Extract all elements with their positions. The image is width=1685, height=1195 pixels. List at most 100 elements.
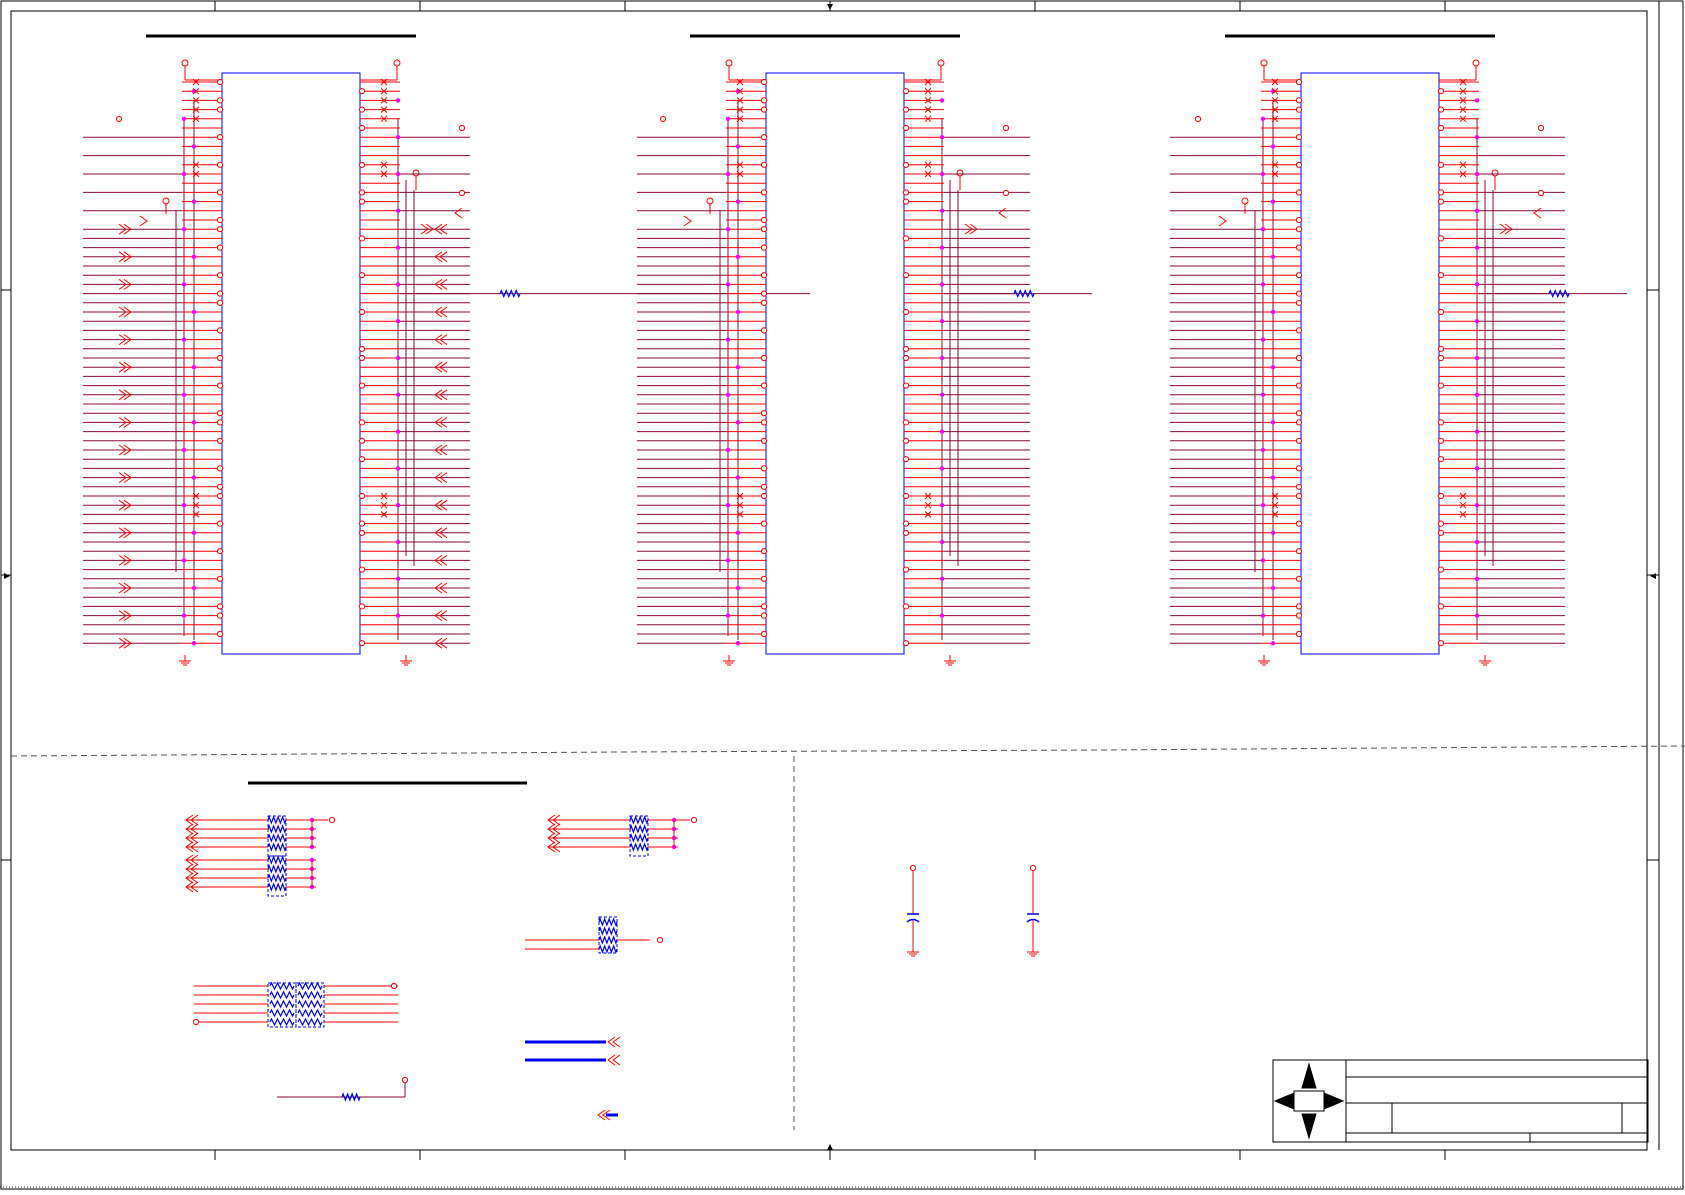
pin-bubble <box>1295 492 1303 500</box>
wire <box>1459 501 1467 509</box>
junction-dot <box>1260 447 1266 453</box>
arrow <box>185 854 194 866</box>
pin-bubble <box>760 272 768 279</box>
no-connect-icon <box>736 97 744 104</box>
pin-bubble <box>1295 106 1303 113</box>
arrow <box>190 872 199 884</box>
wire <box>736 511 744 518</box>
component-block-1[interactable] <box>83 59 810 666</box>
no-connect-icon <box>1459 161 1467 169</box>
offpage-connector-icon <box>547 832 561 844</box>
arrow <box>123 223 132 235</box>
resistor-network-d[interactable] <box>192 981 398 1028</box>
resistor-network-b[interactable] <box>185 854 316 897</box>
pin-bubble <box>902 354 910 362</box>
pin-bubble <box>902 437 910 444</box>
bottom-right-section <box>906 864 1040 957</box>
wire <box>736 106 744 113</box>
no-connect-icon <box>736 87 744 95</box>
offpage-connector-icon <box>1533 207 1542 219</box>
junction-dot <box>939 576 945 581</box>
pin-bubble <box>1537 124 1545 132</box>
junction-dot <box>939 355 945 361</box>
arrow <box>434 361 443 373</box>
resistor-icon <box>269 990 295 1000</box>
offpage-connector-icon <box>139 215 148 227</box>
pin-bubble <box>902 520 910 527</box>
offpage-connector-icon <box>185 814 199 826</box>
no-connect-icon <box>1459 511 1467 518</box>
no-connect-icon <box>1459 87 1467 95</box>
arrow <box>547 832 556 844</box>
pin-bubble <box>1295 327 1303 334</box>
misc-parts[interactable] <box>277 1036 621 1121</box>
offpage-connector-icon <box>185 872 199 884</box>
offpage-connector-icon <box>118 554 132 566</box>
pin-bubble <box>902 106 910 113</box>
pin-bubble <box>358 492 366 500</box>
pin-bubble <box>1295 603 1303 610</box>
wire <box>924 78 932 86</box>
junction-dot <box>191 641 197 646</box>
arrow <box>190 814 199 826</box>
arrow <box>118 582 127 594</box>
resistor-icon <box>267 842 287 852</box>
pin-bubble <box>1295 483 1303 490</box>
component-block-3[interactable] <box>1170 59 1627 666</box>
offpage-connector-icon <box>683 215 692 227</box>
pin-bubble <box>1295 520 1303 527</box>
pin-bubble <box>760 299 768 306</box>
pin-bubble <box>358 382 366 389</box>
arrow <box>547 814 556 826</box>
offpage-connector-icon <box>185 823 199 835</box>
no-connect-icon <box>924 161 932 169</box>
component-block-2[interactable] <box>637 59 1092 666</box>
resistor-network-c[interactable] <box>525 814 698 954</box>
pin-bubble <box>358 456 366 463</box>
resistor-icon <box>629 833 649 843</box>
arrow <box>439 361 448 373</box>
pin-bubble <box>358 437 366 444</box>
arrow <box>434 389 443 401</box>
arrow <box>434 499 443 511</box>
junction-dot <box>939 503 945 508</box>
arrow <box>552 814 561 826</box>
junction-dot <box>939 245 945 250</box>
junction-dot <box>725 558 731 563</box>
resistor-network-a[interactable] <box>185 814 336 857</box>
resistor-icon <box>629 842 649 852</box>
no-connect-icon <box>736 492 744 500</box>
wire <box>924 97 932 104</box>
pin-bubble <box>216 612 224 619</box>
junction-dot <box>1270 309 1276 315</box>
wire <box>924 170 932 178</box>
no-connect-icon <box>380 492 388 500</box>
arrow <box>118 554 127 566</box>
pin-bubble <box>760 244 768 251</box>
wire <box>380 170 388 178</box>
resistor-network-body <box>267 815 287 857</box>
pin-bubble <box>358 272 366 279</box>
junction-dot <box>735 530 741 535</box>
resistor-network-body <box>598 916 618 954</box>
wire <box>736 115 744 123</box>
wire <box>192 161 200 169</box>
resistor-icon <box>297 990 323 1000</box>
offpage-connector-icon <box>420 223 434 235</box>
pin-bubble <box>1437 640 1445 647</box>
pin-bubble <box>902 88 910 95</box>
wire <box>192 87 200 95</box>
arrow <box>139 215 148 227</box>
arrow <box>439 472 448 484</box>
pin-bubble <box>1295 78 1303 86</box>
pin-bubble <box>902 198 910 205</box>
no-connect-icon <box>924 78 932 86</box>
arrow <box>185 814 194 826</box>
pin-bubble <box>902 382 910 389</box>
pin-bubble <box>902 603 910 610</box>
arrow <box>118 416 127 428</box>
offpage-connector-icon <box>118 444 132 456</box>
pin-bubble <box>760 548 768 555</box>
no-connect-icon <box>1271 511 1279 518</box>
